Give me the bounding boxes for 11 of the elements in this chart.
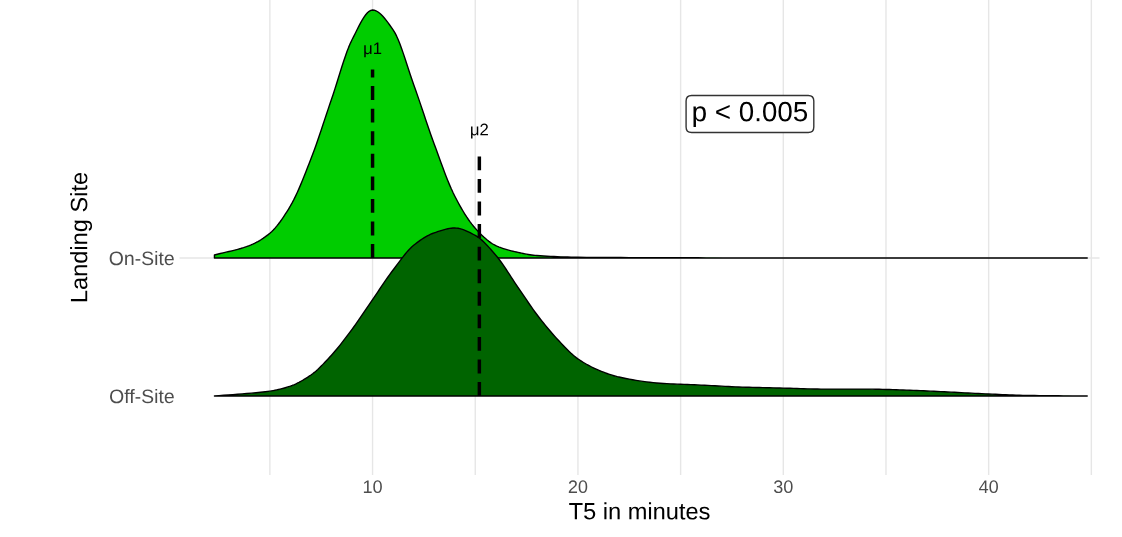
annotation: p < 0.005 — [693, 101, 808, 127]
y-axis-title: Landing Site — [70, 172, 93, 302]
x-tick-label: 30 — [773, 480, 793, 494]
ref-line-label: μ2 — [471, 123, 488, 139]
x-tick-label: 20 — [568, 480, 588, 494]
x-tick-label: 10 — [363, 480, 382, 494]
x-tick-label: 40 — [979, 480, 998, 494]
x-axis-title: T5 in minutes — [569, 502, 710, 520]
ref-line-label: μ1 — [364, 42, 382, 58]
text: Off-Site — [110, 388, 174, 404]
text: On-Site — [109, 250, 174, 266]
